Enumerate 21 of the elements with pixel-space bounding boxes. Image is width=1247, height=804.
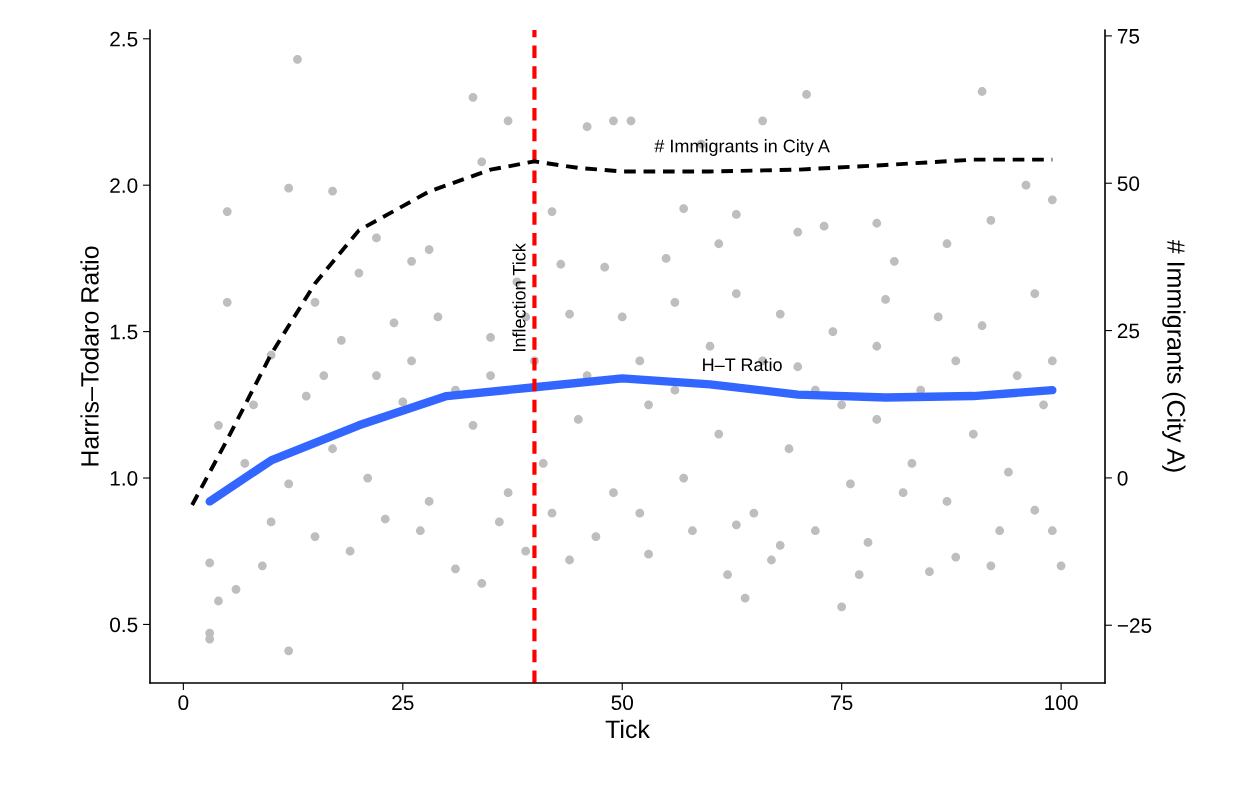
annotation: # Immigrants in City A xyxy=(654,139,830,156)
y2-tick-label: 75 xyxy=(1117,29,1140,44)
ref-line-label: Inflection Tick xyxy=(512,243,526,351)
y-tick-label: 2.0 xyxy=(110,178,138,193)
x-tick-label: 25 xyxy=(392,695,414,711)
x-tick-label: 0 xyxy=(178,695,189,711)
annotation: H–T Ratio xyxy=(703,357,782,372)
y-axis-title: Harris–Todaro Ratio xyxy=(80,246,99,466)
y2-tick-label: −25 xyxy=(1117,618,1152,633)
y2-axis-title: # Immigrants (City A) xyxy=(1162,239,1186,472)
y-tick-label: 1.0 xyxy=(110,471,138,486)
y-tick-label: 0.5 xyxy=(110,617,138,633)
x-tick-label: 100 xyxy=(1045,695,1078,711)
y2-tick-label: 50 xyxy=(1117,176,1140,191)
y2-tick-label: 0 xyxy=(1117,470,1128,486)
x-axis-title: Tick xyxy=(605,719,650,739)
x-tick-label: 50 xyxy=(611,695,634,711)
y2-tick-label: 25 xyxy=(1117,323,1140,339)
x-tick-label: 75 xyxy=(831,695,853,711)
y-tick-label: 2.5 xyxy=(110,31,138,47)
y-tick-label: 1.5 xyxy=(110,324,138,340)
